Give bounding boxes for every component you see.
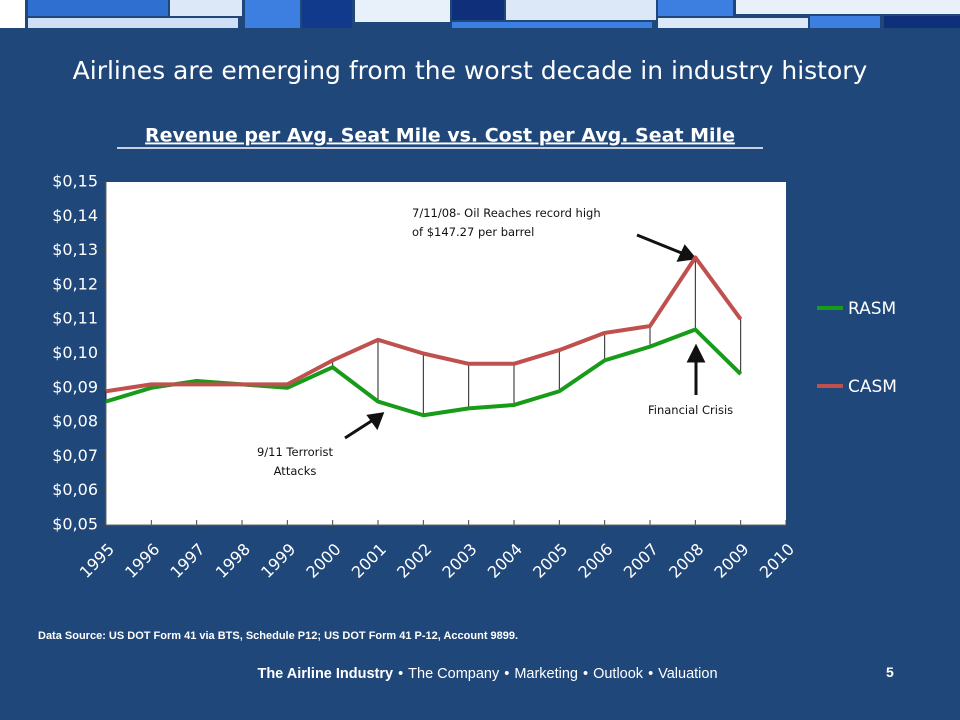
x-tick-label: 2006 <box>574 540 616 582</box>
legend-label: RASM <box>848 299 896 319</box>
y-tick-label: $0,06 <box>52 480 98 499</box>
x-tick-label: 2007 <box>620 540 662 582</box>
y-tick-label: $0,11 <box>52 309 98 328</box>
x-tick-label: 2008 <box>665 540 707 582</box>
y-tick-label: $0,12 <box>52 274 98 293</box>
plot-area <box>106 182 786 525</box>
y-tick-label: $0,15 <box>52 172 98 191</box>
x-tick-label: 1996 <box>121 540 163 582</box>
nav-separator: • <box>583 666 589 682</box>
slide-title: Airlines are emerging from the worst dec… <box>72 56 868 85</box>
x-tick-label: 2002 <box>393 540 435 582</box>
x-tick-label: 2004 <box>484 540 526 582</box>
arrows <box>344 233 706 440</box>
y-tick-label: $0,08 <box>52 412 98 431</box>
annotation: Financial Crisis <box>648 403 734 417</box>
nav-item[interactable]: Marketing <box>514 666 578 682</box>
y-tick-label: $0,13 <box>52 240 98 259</box>
annotation: 7/11/08- Oil Reaches record high of $147… <box>412 206 601 239</box>
x-tick-label: 1997 <box>166 540 208 582</box>
y-tick-label: $0,14 <box>52 206 98 225</box>
series-line <box>105 255 743 394</box>
nav-bar: The Airline Industry • The Company • Marketi… <box>0 666 960 682</box>
x-tick-label: 2005 <box>529 540 571 582</box>
x-tick-label: 1998 <box>212 540 254 582</box>
nav-item[interactable]: The Airline Industry <box>257 666 394 682</box>
nav-separator: • <box>504 666 510 682</box>
nav-item[interactable]: Valuation <box>658 666 718 682</box>
y-tick-label: $0,07 <box>52 446 98 465</box>
series-line <box>105 327 743 418</box>
x-tick-label: 1999 <box>257 540 299 582</box>
annotation: 9/11 Terrorist Attacks <box>256 445 334 478</box>
nav-item[interactable]: The Company <box>408 666 500 682</box>
x-tick-label: 1995 <box>76 540 118 582</box>
y-tick-label: $0,09 <box>52 377 98 396</box>
nav-item[interactable]: Outlook <box>593 666 644 682</box>
legend-label: CASM <box>848 377 897 397</box>
y-tick-label: $0,10 <box>52 343 98 362</box>
chart-title: Revenue per Avg. Seat Mile vs. Cost per … <box>145 125 735 147</box>
x-tick-label: 2010 <box>756 540 798 582</box>
nav-separator: • <box>398 666 404 682</box>
nav-separator: • <box>648 666 654 682</box>
x-tick-label: 2003 <box>438 540 480 582</box>
x-tick-label: 2000 <box>302 540 344 582</box>
y-tick-label: $0,05 <box>52 515 98 534</box>
x-tick-label: 2009 <box>710 540 752 582</box>
source-note: Data Source: US DOT Form 41 via BTS, Sch… <box>38 630 519 642</box>
page-number: 5 <box>886 664 894 680</box>
header-decoration <box>0 0 960 30</box>
x-tick-label: 2001 <box>348 540 390 582</box>
